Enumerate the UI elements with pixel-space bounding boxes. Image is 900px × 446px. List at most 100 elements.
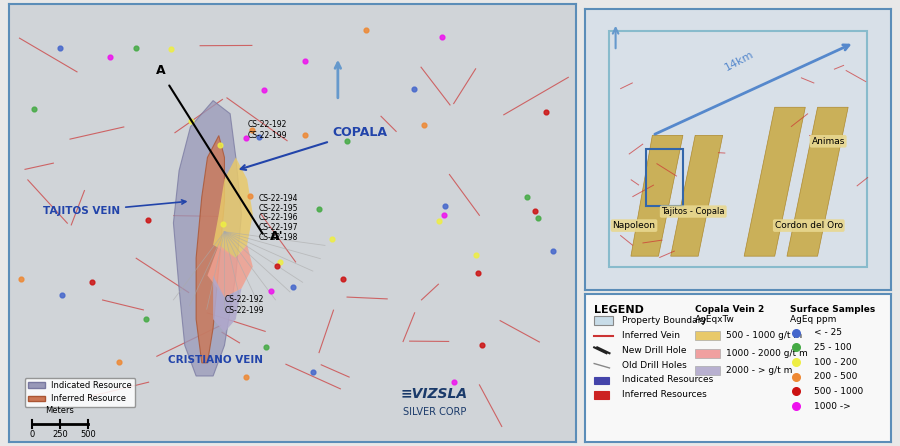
Point — [407, 85, 421, 92]
Text: Inferred Vein: Inferred Vein — [622, 331, 680, 340]
Point — [469, 252, 483, 259]
Point — [437, 202, 452, 209]
Point — [239, 135, 254, 142]
Point — [431, 218, 446, 225]
Point — [538, 109, 553, 116]
Point — [340, 137, 355, 144]
Point — [475, 342, 490, 349]
Text: Old Drill Holes: Old Drill Holes — [622, 360, 687, 369]
Polygon shape — [744, 107, 806, 256]
Text: 500 - 1000: 500 - 1000 — [814, 387, 864, 396]
Point — [27, 106, 41, 113]
Point — [130, 45, 144, 52]
Text: Animas: Animas — [812, 137, 845, 146]
Text: CS-22-192: CS-22-192 — [224, 295, 264, 304]
Text: LEGEND: LEGEND — [594, 305, 644, 315]
Point — [259, 343, 274, 350]
Text: 500 - 1000 g/t m: 500 - 1000 g/t m — [725, 331, 802, 340]
Point — [545, 248, 560, 255]
Point — [243, 193, 257, 200]
Point — [141, 216, 156, 223]
Text: CS-22-199: CS-22-199 — [224, 306, 264, 314]
Text: 250: 250 — [52, 430, 68, 439]
Point — [298, 132, 312, 139]
Text: ≡VIZSLA: ≡VIZSLA — [400, 387, 468, 401]
Point — [789, 388, 804, 395]
Text: 25 - 100: 25 - 100 — [814, 343, 852, 352]
Polygon shape — [9, 4, 576, 442]
Point — [298, 58, 312, 65]
Point — [336, 276, 350, 283]
Text: Copala Vein 2: Copala Vein 2 — [695, 305, 764, 314]
Text: TAJITOS VEIN: TAJITOS VEIN — [43, 200, 185, 216]
Point — [55, 291, 69, 298]
Point — [325, 235, 339, 243]
Point — [286, 284, 301, 291]
Text: Tajitos - Copala: Tajitos - Copala — [662, 207, 725, 216]
Bar — [594, 317, 613, 325]
Text: Indicated Resources: Indicated Resources — [622, 375, 713, 384]
Bar — [695, 367, 720, 376]
Text: CS-22-195: CS-22-195 — [258, 204, 298, 213]
Point — [216, 220, 230, 227]
Point — [112, 359, 126, 366]
Text: 500: 500 — [80, 430, 96, 439]
Text: 1000 ->: 1000 -> — [814, 402, 851, 411]
Point — [530, 215, 544, 222]
Polygon shape — [213, 157, 253, 258]
Point — [417, 121, 431, 128]
Point — [789, 373, 804, 380]
Point — [311, 206, 326, 213]
Text: CS-22-196: CS-22-196 — [258, 213, 298, 223]
Point — [527, 207, 542, 215]
Text: CS-22-199: CS-22-199 — [248, 131, 286, 140]
Text: Property Boundary: Property Boundary — [622, 316, 706, 325]
Point — [52, 45, 67, 52]
Point — [264, 288, 278, 295]
Polygon shape — [670, 136, 723, 256]
Polygon shape — [207, 245, 253, 297]
Text: AgEqxTw: AgEqxTw — [695, 315, 735, 324]
Point — [139, 315, 153, 322]
Bar — [695, 349, 720, 358]
Point — [472, 269, 486, 277]
Point — [85, 279, 99, 286]
Point — [270, 262, 284, 269]
Text: 0: 0 — [29, 430, 34, 439]
Text: COPALA: COPALA — [240, 126, 387, 170]
Point — [789, 329, 804, 336]
Text: 100 - 200: 100 - 200 — [814, 358, 858, 367]
Text: A: A — [157, 64, 166, 78]
Bar — [646, 149, 683, 206]
Point — [184, 118, 199, 125]
Point — [14, 276, 28, 283]
Text: New Drill Hole: New Drill Hole — [622, 346, 686, 355]
Text: CS-22-198: CS-22-198 — [258, 233, 298, 242]
Point — [789, 344, 804, 351]
Text: A': A' — [270, 231, 284, 244]
Text: 14km: 14km — [723, 49, 755, 73]
Point — [520, 193, 535, 200]
Text: Napoleon: Napoleon — [613, 221, 655, 230]
Point — [273, 259, 287, 266]
Text: Inferred Resources: Inferred Resources — [622, 390, 706, 399]
Text: Meters: Meters — [46, 406, 75, 415]
Text: Cordon del Oro: Cordon del Oro — [775, 221, 842, 230]
Point — [212, 141, 227, 149]
Bar — [594, 377, 609, 384]
Text: 1000 - 2000 g/t m: 1000 - 2000 g/t m — [725, 349, 807, 358]
Bar — [609, 31, 867, 268]
Point — [446, 379, 461, 386]
Text: CS-22-192: CS-22-192 — [248, 120, 286, 129]
Text: CS-22-197: CS-22-197 — [258, 223, 298, 232]
Point — [246, 127, 260, 134]
Point — [239, 374, 254, 381]
Polygon shape — [787, 107, 848, 256]
Text: 200 - 500: 200 - 500 — [814, 372, 858, 381]
Bar — [594, 392, 609, 399]
Point — [358, 27, 373, 34]
Text: Surface Samples: Surface Samples — [790, 305, 876, 314]
Text: CS-22-194: CS-22-194 — [258, 194, 298, 203]
Polygon shape — [196, 136, 224, 363]
Point — [104, 53, 118, 60]
